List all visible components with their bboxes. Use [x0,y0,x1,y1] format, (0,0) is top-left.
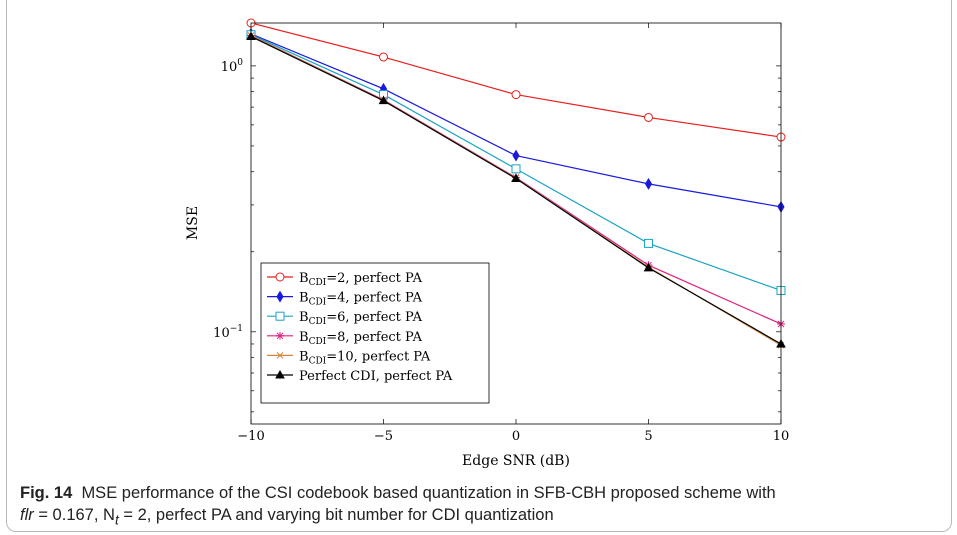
data-point [378,95,389,105]
x-tick-labels: −10 −5 0 5 10 [237,429,789,444]
legend-label: BCDI=4, perfect PA [299,291,423,308]
data-point [644,112,653,122]
y-tick-label: 10−1 [213,324,243,341]
legend-label: BCDI=2, perfect PA [299,271,423,288]
y-axis-label: MSE [185,206,201,240]
legend-label: Perfect CDI, perfect PA [299,369,453,384]
data-point [643,262,654,272]
legend: BCDI=2, perfect PA BCDI=4, perfect PA BCDI… [260,262,490,404]
y-tick-labels: 100 10−1 [213,58,243,341]
x-tick-label: 10 [773,429,790,444]
data-point [276,352,284,359]
data-point [276,290,284,303]
x-tick-label: −10 [237,429,264,444]
caption-nt-subscript: t [114,512,119,528]
axis-ticks [250,23,782,424]
data-point [276,331,284,340]
data-point [511,90,521,100]
data-point [511,164,521,174]
series-line [250,34,782,292]
mse-chart: −10 −5 0 5 10 100 10−1 Edge SNR (dB) MSE BCDI… [185,18,789,469]
data-point [275,369,285,379]
figure-frame [6,0,952,532]
data-point [644,238,653,248]
caption-figure-label: Fig. 14 [20,484,73,502]
data-point [379,52,388,62]
series-line [250,22,782,138]
plot-area-border [250,22,782,425]
legend-label: BCDI=10, perfect PA [299,349,431,366]
x-tick-label: −5 [374,429,393,444]
x-tick-label: 0 [512,429,520,444]
data-point [511,173,521,183]
x-axis-label: Edge SNR (dB) [462,453,570,469]
legend-label: BCDI=6, perfect PA [299,310,423,327]
caption-line1: MSE performance of the CSI codebook base… [81,484,776,502]
figure-caption: Fig. 14 MSE performance of the CSI codeb… [20,482,940,531]
data-point [275,272,285,282]
x-tick-label: 5 [644,429,652,444]
caption-line2: = 2, perfect PA and varying bit number f… [118,506,554,524]
data-point [644,177,653,190]
data-point [512,149,520,162]
caption-flr-value: = 0.167, N [33,506,115,524]
data-point [275,311,285,321]
legend-box [260,262,490,404]
legend-label: BCDI=8, perfect PA [299,330,423,347]
caption-flr-symbol: flr [20,506,34,524]
y-tick-label: 100 [221,58,244,75]
